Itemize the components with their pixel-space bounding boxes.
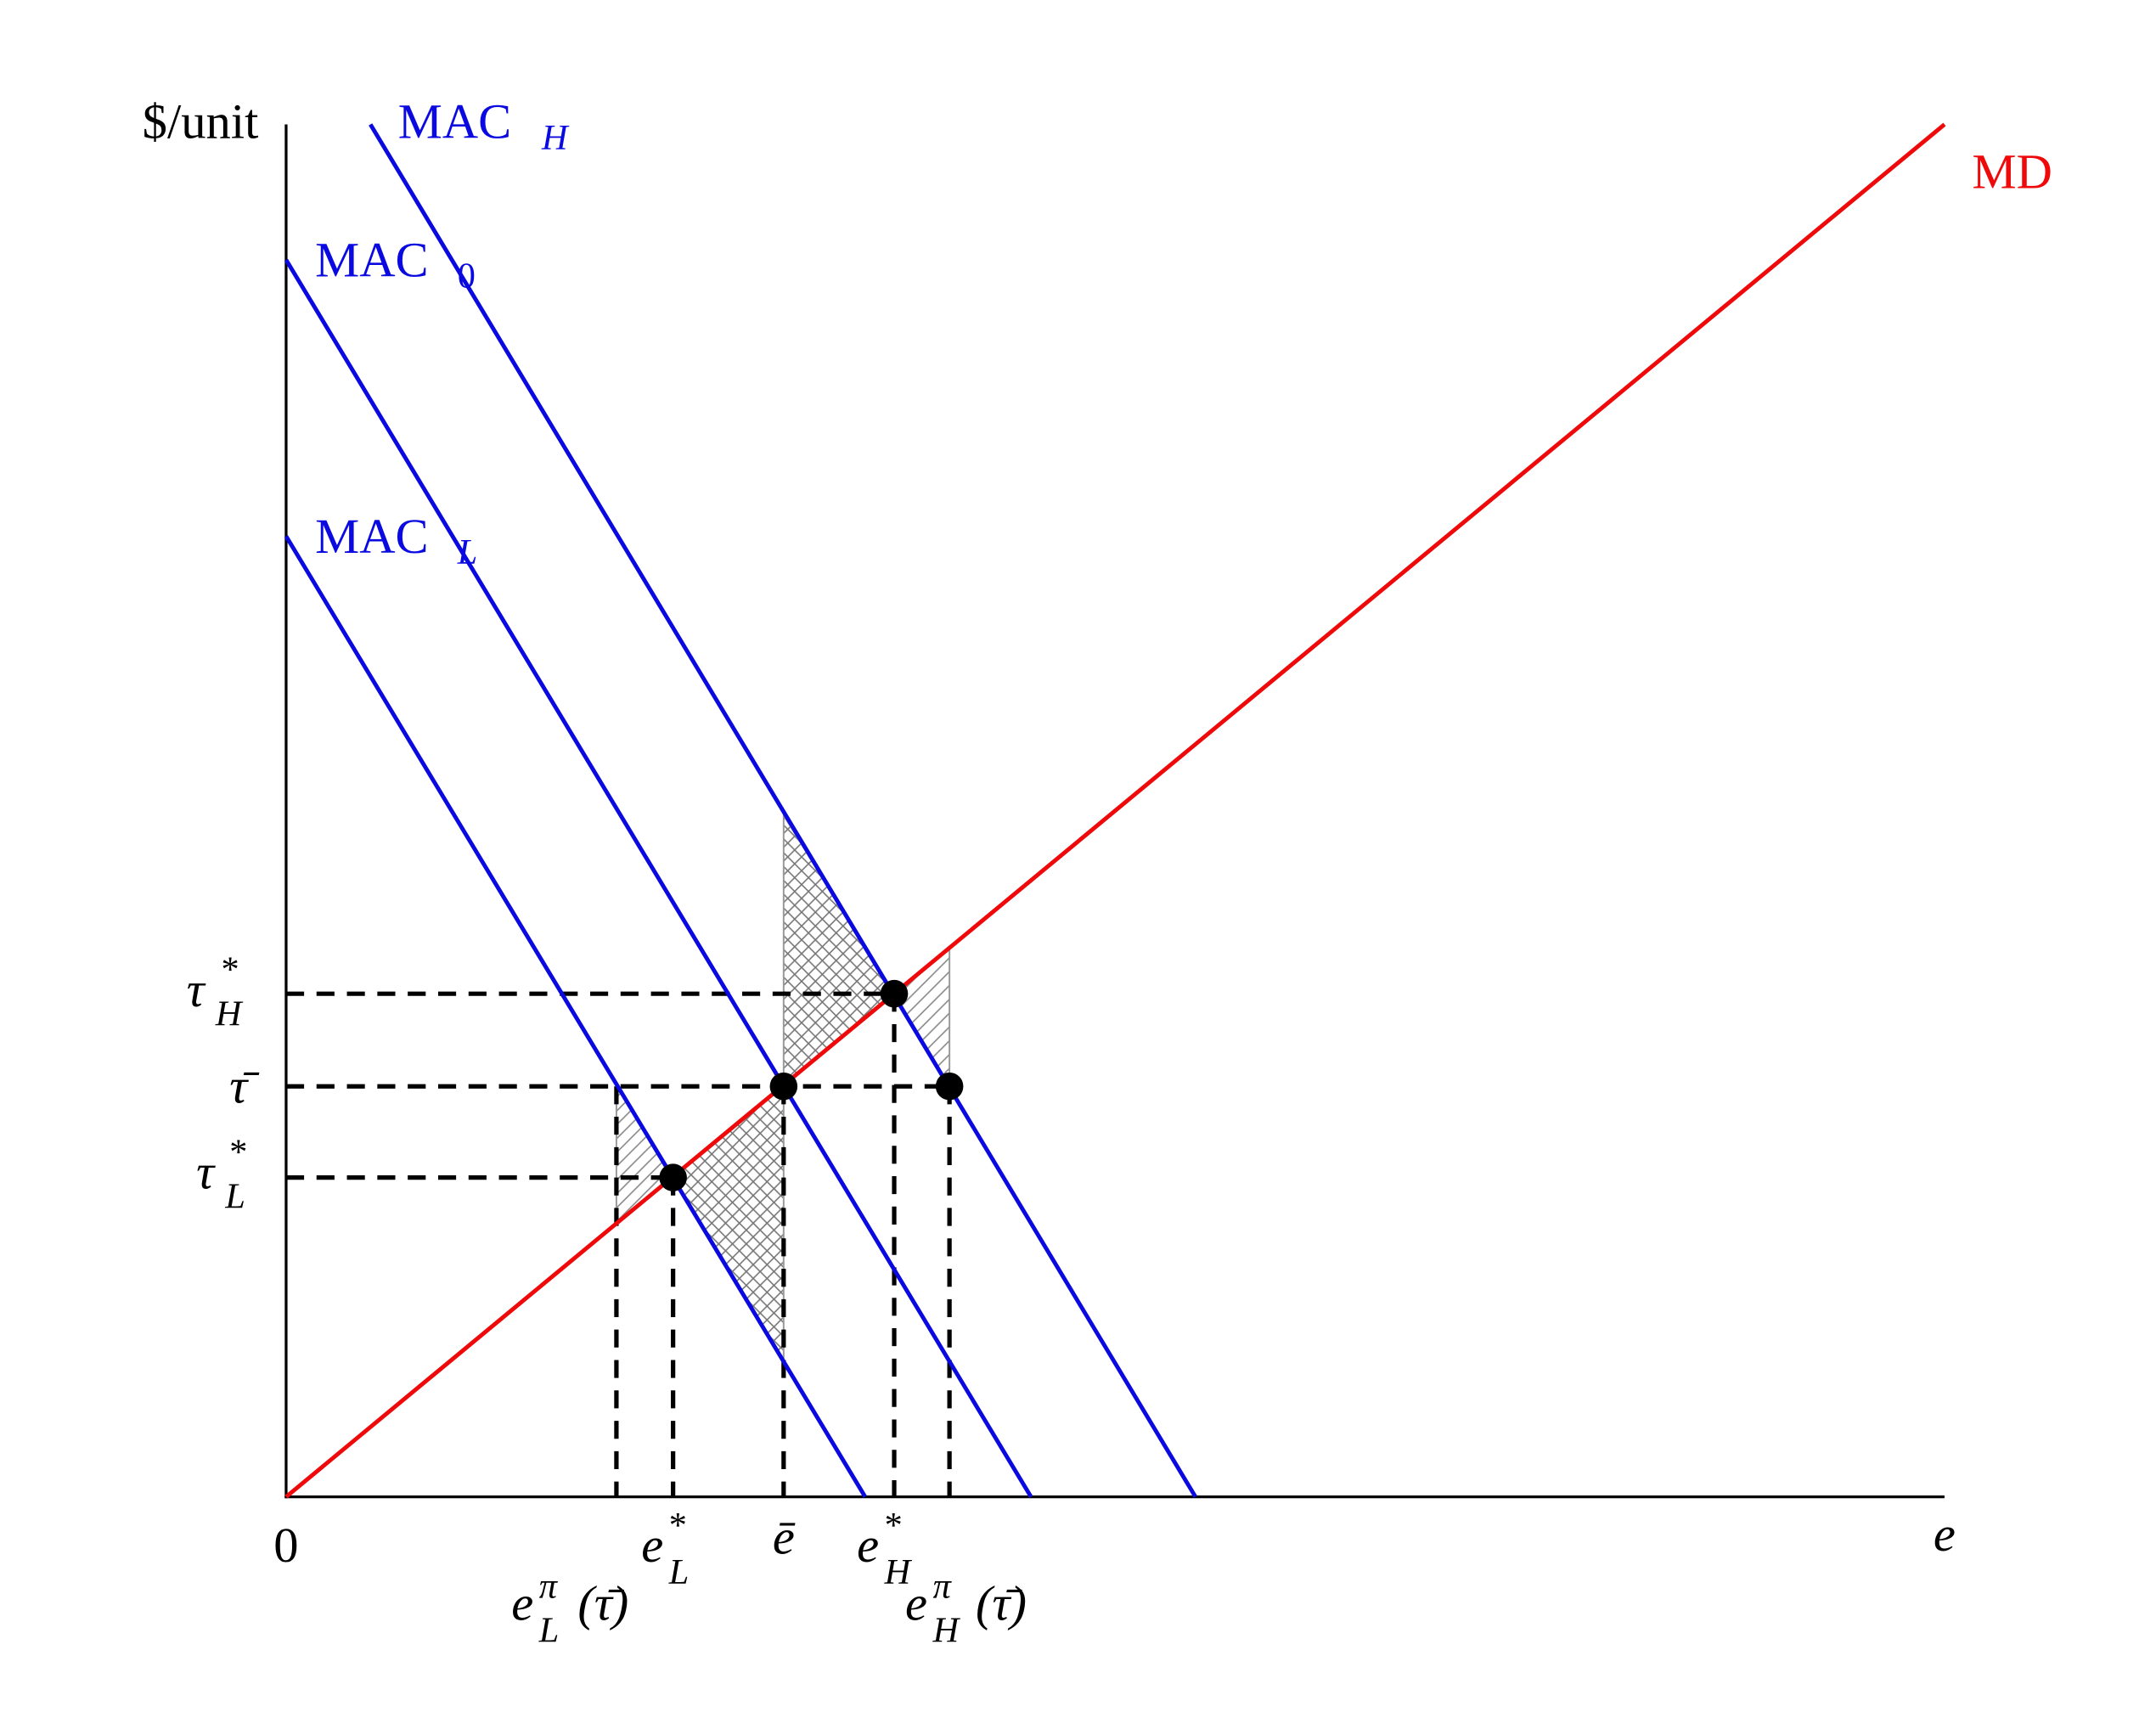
- y-tick-sub: L: [224, 1176, 245, 1216]
- y-tick-sup: *: [229, 1132, 247, 1172]
- origin-label: 0: [273, 1518, 298, 1573]
- x-tick-sub: H: [884, 1552, 913, 1592]
- y-axis-label: $/unit: [143, 94, 259, 149]
- y-tick-label: τ̄: [229, 1059, 260, 1114]
- mac-0-line: [284, 258, 1033, 1498]
- y-tick-sup: *: [221, 950, 239, 990]
- mac-h-sub: H: [541, 118, 570, 158]
- mac-h-line: [369, 123, 1197, 1498]
- point: [659, 1163, 687, 1191]
- point: [880, 979, 909, 1008]
- mac-l-label: MAC: [315, 509, 428, 564]
- guides: [285, 991, 952, 1497]
- point: [935, 1072, 964, 1101]
- x-tick-label: e: [905, 1575, 927, 1630]
- x-tick-sup: π: [933, 1566, 953, 1606]
- hatch-left-cross: [672, 1084, 785, 1363]
- mac-0-sub: 0: [458, 256, 476, 296]
- x-tick-arg: (τ̄): [976, 1575, 1027, 1630]
- x-axis-label: e: [1934, 1507, 1956, 1562]
- x-tick-label: e: [857, 1518, 879, 1573]
- x-tick-sup: π: [539, 1566, 559, 1606]
- hatch-right-cross: [782, 812, 896, 1089]
- x-tick-sub: L: [668, 1552, 690, 1592]
- mac-h-label: MAC: [398, 94, 511, 149]
- x-tick-arg: (τ̄): [577, 1575, 628, 1630]
- mac-0-label: MAC: [315, 232, 428, 287]
- mac-l-sub: L: [457, 532, 478, 572]
- points: [659, 979, 964, 1191]
- x-tick-sub: L: [538, 1610, 560, 1650]
- x-tick-label: ē: [773, 1509, 796, 1564]
- y-tick-label: τ: [187, 962, 206, 1017]
- x-tick-label: e: [511, 1575, 533, 1630]
- x-tick-sub: H: [932, 1610, 961, 1650]
- x-tick-sup: *: [669, 1506, 687, 1546]
- x-tick-label: e: [641, 1518, 663, 1573]
- md-line: [284, 122, 1946, 1499]
- mac-l-line: [284, 535, 867, 1498]
- x-tick-sup: *: [885, 1506, 903, 1546]
- md-label: MD: [1972, 144, 2052, 199]
- point: [769, 1072, 798, 1101]
- y-tick-sub: H: [215, 994, 244, 1034]
- y-tick-label: τ: [196, 1145, 216, 1200]
